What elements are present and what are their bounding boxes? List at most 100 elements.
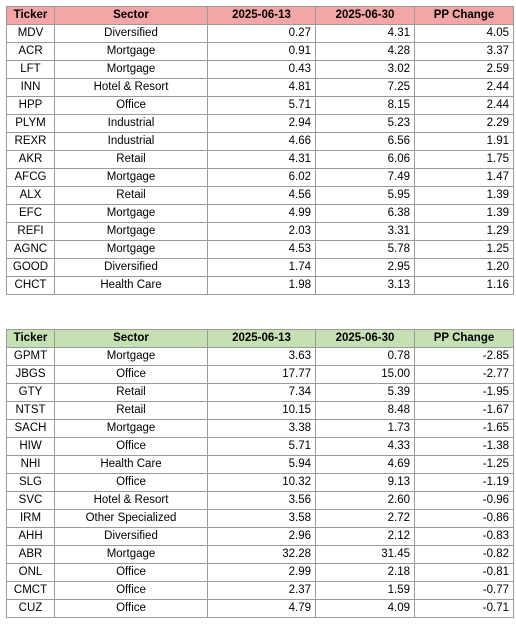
table-row: REXR Industrial 4.66 6.56 1.91	[6, 132, 514, 151]
value-end-cell: 2.60	[315, 491, 415, 510]
ticker-cell: AHH	[6, 527, 55, 546]
value-start-cell: 10.32	[207, 473, 316, 492]
ticker-cell: SVC	[6, 491, 55, 510]
pp-change-cell: -1.95	[414, 383, 514, 402]
pp-change-cell: -2.85	[414, 347, 514, 366]
header-pp-change: PP Change	[414, 329, 514, 348]
sector-cell: Health Care	[54, 455, 208, 474]
ticker-cell: HIW	[6, 437, 55, 456]
pp-change-cell: 1.39	[414, 204, 514, 223]
pp-change-cell: -1.25	[414, 455, 514, 474]
value-end-cell: 3.13	[315, 276, 415, 295]
ticker-cell: HPP	[6, 96, 55, 115]
ticker-cell: JBGS	[6, 365, 55, 384]
header-row: Ticker Sector 2025-06-13 2025-06-30 PP C…	[6, 329, 514, 348]
ticker-cell: AFCG	[6, 168, 55, 187]
table-row: CUZ Office 4.79 4.09 -0.71	[6, 599, 514, 618]
sector-cell: Office	[54, 581, 208, 600]
value-start-cell: 32.28	[207, 545, 316, 564]
value-start-cell: 5.71	[207, 96, 316, 115]
sector-cell: Mortgage	[54, 204, 208, 223]
header-row: Ticker Sector 2025-06-13 2025-06-30 PP C…	[6, 6, 514, 25]
value-end-cell: 3.02	[315, 60, 415, 79]
value-start-cell: 3.63	[207, 347, 316, 366]
table-row: IRM Other Specialized 3.58 2.72 -0.86	[6, 509, 514, 528]
sector-cell: Mortgage	[54, 347, 208, 366]
value-end-cell: 6.06	[315, 150, 415, 169]
value-end-cell: 2.12	[315, 527, 415, 546]
header-ticker: Ticker	[6, 329, 55, 348]
value-start-cell: 17.77	[207, 365, 316, 384]
header-date-start: 2025-06-13	[207, 329, 316, 348]
ticker-cell: EFC	[6, 204, 55, 223]
value-end-cell: 15.00	[315, 365, 415, 384]
sector-cell: Mortgage	[54, 60, 208, 79]
ticker-cell: CUZ	[6, 599, 55, 618]
pp-change-cell: 1.47	[414, 168, 514, 187]
pp-change-cell: -0.71	[414, 599, 514, 618]
ticker-cell: NTST	[6, 401, 55, 420]
sector-cell: Mortgage	[54, 240, 208, 259]
table-row: SLG Office 10.32 9.13 -1.19	[6, 473, 514, 492]
ticker-cell: ACR	[6, 42, 55, 61]
sector-cell: Office	[54, 473, 208, 492]
sector-cell: Retail	[54, 186, 208, 205]
table-row: ABR Mortgage 32.28 31.45 -0.82	[6, 545, 514, 564]
ticker-cell: AGNC	[6, 240, 55, 259]
ticker-cell: ABR	[6, 545, 55, 564]
pp-change-cell: 1.29	[414, 222, 514, 241]
header-date-end: 2025-06-30	[315, 329, 415, 348]
sector-cell: Mortgage	[54, 419, 208, 438]
ticker-cell: REXR	[6, 132, 55, 151]
value-start-cell: 4.56	[207, 186, 316, 205]
sector-cell: Diversified	[54, 24, 208, 43]
pp-change-cell: 1.16	[414, 276, 514, 295]
sector-cell: Health Care	[54, 276, 208, 295]
value-end-cell: 2.72	[315, 509, 415, 528]
ticker-cell: CMCT	[6, 581, 55, 600]
sector-cell: Retail	[54, 150, 208, 169]
ticker-cell: NHI	[6, 455, 55, 474]
table-row: LFT Mortgage 0.43 3.02 2.59	[6, 60, 514, 79]
value-end-cell: 1.73	[315, 419, 415, 438]
value-start-cell: 2.94	[207, 114, 316, 133]
sector-cell: Mortgage	[54, 42, 208, 61]
pp-change-cell: 2.59	[414, 60, 514, 79]
value-start-cell: 1.74	[207, 258, 316, 277]
value-end-cell: 7.25	[315, 78, 415, 97]
pp-change-cell: 2.29	[414, 114, 514, 133]
sector-cell: Mortgage	[54, 222, 208, 241]
value-end-cell: 4.33	[315, 437, 415, 456]
table-row: CHCT Health Care 1.98 3.13 1.16	[6, 276, 514, 295]
value-start-cell: 10.15	[207, 401, 316, 420]
table-row: GPMT Mortgage 3.63 0.78 -2.85	[6, 347, 514, 366]
value-start-cell: 1.98	[207, 276, 316, 295]
pp-change-cell: 1.75	[414, 150, 514, 169]
pp-change-cell: 4.05	[414, 24, 514, 43]
sector-cell: Office	[54, 437, 208, 456]
sector-cell: Office	[54, 365, 208, 384]
value-end-cell: 4.09	[315, 599, 415, 618]
pp-change-cell: -1.19	[414, 473, 514, 492]
value-end-cell: 4.28	[315, 42, 415, 61]
value-end-cell: 8.48	[315, 401, 415, 420]
value-end-cell: 5.78	[315, 240, 415, 259]
pp-change-cell: -2.77	[414, 365, 514, 384]
table-row: AHH Diversified 2.96 2.12 -0.83	[6, 527, 514, 546]
value-start-cell: 4.79	[207, 599, 316, 618]
table-row: GOOD Diversified 1.74 2.95 1.20	[6, 258, 514, 277]
pp-change-cell: -0.96	[414, 491, 514, 510]
pp-change-cell: 2.44	[414, 78, 514, 97]
sector-cell: Hotel & Resort	[54, 78, 208, 97]
value-end-cell: 4.31	[315, 24, 415, 43]
table-row: REFI Mortgage 2.03 3.31 1.29	[6, 222, 514, 241]
pp-change-cell: -0.86	[414, 509, 514, 528]
value-end-cell: 6.38	[315, 204, 415, 223]
value-end-cell: 31.45	[315, 545, 415, 564]
header-sector: Sector	[54, 6, 208, 25]
sector-cell: Retail	[54, 383, 208, 402]
sector-cell: Industrial	[54, 132, 208, 151]
ticker-cell: REFI	[6, 222, 55, 241]
header-ticker: Ticker	[6, 6, 55, 25]
value-start-cell: 4.66	[207, 132, 316, 151]
